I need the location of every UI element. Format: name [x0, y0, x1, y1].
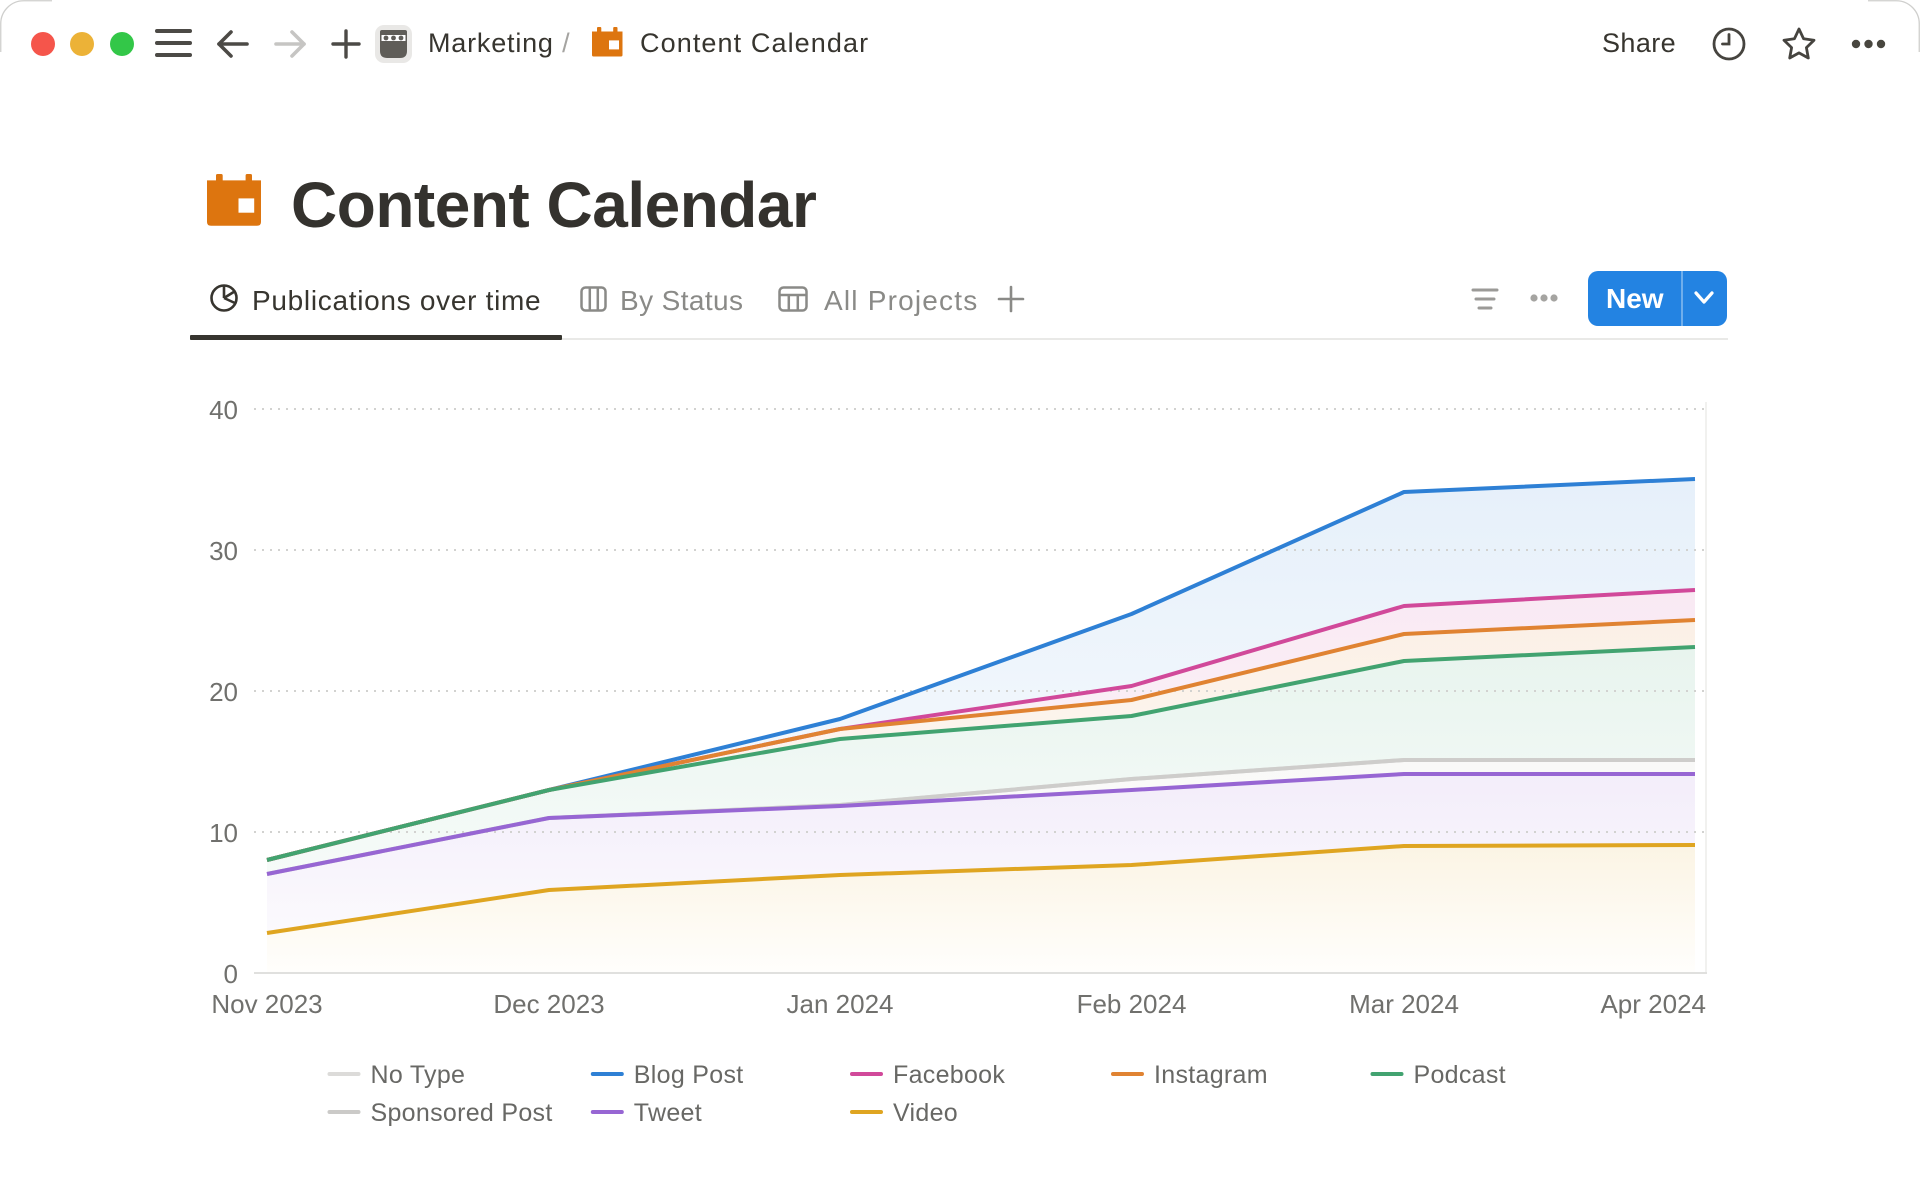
svg-text:Video: Video	[893, 1099, 958, 1127]
svg-text:No Type: No Type	[371, 1061, 466, 1089]
svg-text:Feb 2024: Feb 2024	[1077, 989, 1187, 1019]
svg-text:Tweet: Tweet	[634, 1099, 702, 1127]
svg-text:Blog Post: Blog Post	[634, 1061, 744, 1089]
svg-text:Dec 2023: Dec 2023	[493, 989, 604, 1019]
svg-text:Apr 2024: Apr 2024	[1600, 989, 1706, 1019]
svg-text:30: 30	[209, 536, 238, 566]
svg-text:Jan 2024: Jan 2024	[787, 989, 894, 1019]
svg-text:Sponsored Post: Sponsored Post	[371, 1099, 553, 1127]
svg-text:Instagram: Instagram	[1154, 1061, 1268, 1089]
svg-text:Nov 2023: Nov 2023	[211, 989, 322, 1019]
svg-text:10: 10	[209, 818, 238, 848]
svg-text:40: 40	[209, 395, 238, 425]
svg-text:Facebook: Facebook	[893, 1061, 1005, 1089]
svg-text:0: 0	[224, 959, 238, 989]
svg-text:Mar 2024: Mar 2024	[1349, 989, 1459, 1019]
svg-text:20: 20	[209, 677, 238, 707]
svg-text:Podcast: Podcast	[1414, 1061, 1506, 1089]
